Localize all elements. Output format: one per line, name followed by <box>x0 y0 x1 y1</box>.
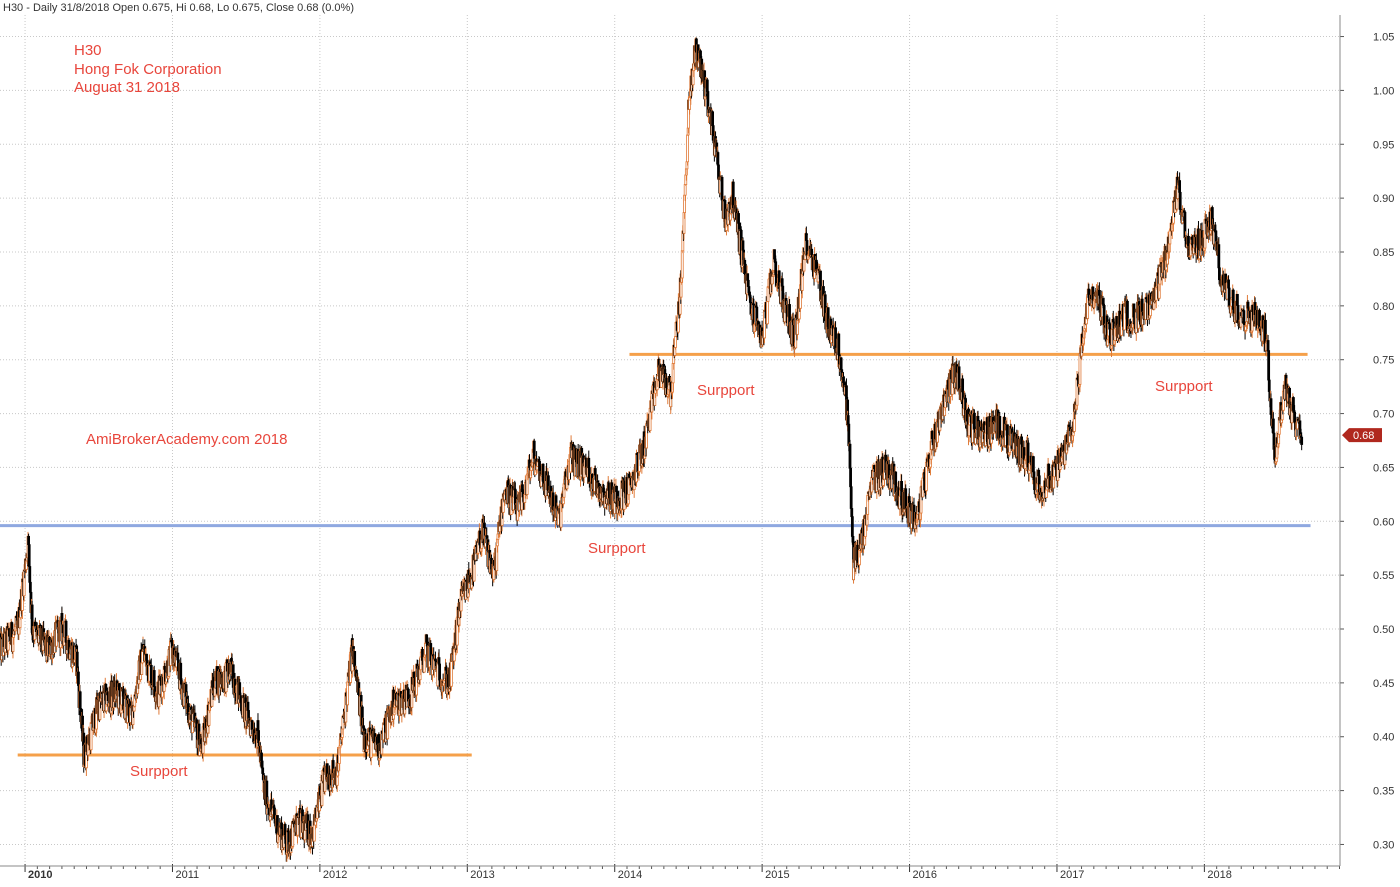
y-axis: 0.30 0.35 0.40 0.45 0.50 0.55 0.60 0.65 0.70 0.75… <box>1339 15 1394 866</box>
candle-body <box>392 714 395 720</box>
y-tick-label: 1.05 <box>1373 32 1394 44</box>
y-tick-label: 0.40 <box>1373 732 1394 744</box>
y-tick-label: 0.30 <box>1373 839 1394 851</box>
x-tick-label: 2012 <box>323 869 347 881</box>
candle-body <box>1044 489 1048 498</box>
y-tick-label: 0.85 <box>1373 247 1394 259</box>
candle-body <box>683 184 687 196</box>
candle-body <box>260 752 263 762</box>
chart-header: H30 - Daily 31/8/2018 Open 0.675, Hi 0.6… <box>3 2 354 14</box>
x-tick-label: 2014 <box>618 869 642 881</box>
candle-body <box>766 301 769 325</box>
y-tick-label: 0.50 <box>1373 624 1394 636</box>
candle-body <box>837 333 841 356</box>
last-price-label: 0.68 <box>1353 430 1374 442</box>
candle-body <box>686 134 689 163</box>
y-tick-label: 1.00 <box>1373 85 1394 97</box>
y-tick-label: 0.55 <box>1373 570 1394 582</box>
y-tick-label: 0.70 <box>1373 409 1394 421</box>
candle-body <box>1246 301 1250 309</box>
company-annotation: Hong Fok Corporation <box>74 61 222 78</box>
candle-body <box>1227 287 1231 308</box>
candle-body <box>680 250 684 279</box>
candle-body <box>1300 437 1304 445</box>
candle-body <box>743 259 747 265</box>
candle-body <box>27 535 30 546</box>
candle-body <box>140 662 144 675</box>
candle-body <box>28 581 32 593</box>
last-price-badge: 0.68 <box>1342 428 1382 443</box>
candle-body <box>191 720 194 734</box>
candlestick-series <box>0 37 1304 862</box>
ticker-annotation: H30 <box>74 42 102 59</box>
grid-lines <box>0 15 1340 866</box>
candle-body <box>213 687 217 697</box>
x-tick-label: 2016 <box>913 869 937 881</box>
candle-body <box>851 536 855 543</box>
y-tick-label: 0.90 <box>1373 193 1394 205</box>
watermark-annotation: AmiBrokerAcademy.com 2018 <box>86 431 287 448</box>
y-tick-label: 0.80 <box>1373 301 1394 313</box>
y-tick-label: 0.45 <box>1373 678 1394 690</box>
candle-body <box>27 544 31 567</box>
candle-body <box>28 566 32 583</box>
candle-body <box>705 79 709 92</box>
candle-body <box>848 443 852 469</box>
x-tick-label: 2011 <box>175 869 199 881</box>
support-label-2010: Surpport <box>130 763 188 780</box>
candle-body <box>957 366 961 390</box>
candle-body <box>145 653 148 661</box>
x-tick-label: 2013 <box>470 869 494 881</box>
y-tick-label: 0.60 <box>1373 516 1394 528</box>
date-annotation: Auguat 31 2018 <box>74 79 180 96</box>
y-tick-label: 0.95 <box>1373 139 1394 151</box>
support-lines <box>0 352 1311 757</box>
y-tick-label: 0.35 <box>1373 786 1394 798</box>
candle-body <box>967 424 971 437</box>
support-label-2015: Surpport <box>697 382 755 399</box>
candle-body <box>674 336 677 348</box>
y-tick-label: 0.75 <box>1373 355 1394 367</box>
x-tick-label: 2018 <box>1207 869 1231 881</box>
support-label-2017: Surpport <box>1155 378 1213 395</box>
candle-body <box>720 176 724 201</box>
x-axis: 2010 2011 2012 2013 2014 2015 2016 2017 2018 <box>0 864 1341 881</box>
candle-body <box>256 720 260 731</box>
y-tick-label: 0.65 <box>1373 462 1394 474</box>
candle-body <box>737 213 740 224</box>
support-label-2014: Surpport <box>588 540 646 557</box>
candle-body <box>766 286 770 302</box>
x-tick-label: 2017 <box>1060 869 1084 881</box>
x-tick-label: 2010 <box>28 869 52 881</box>
candle-body <box>1235 293 1239 306</box>
candle-body <box>1266 340 1270 351</box>
candle-body <box>283 824 287 836</box>
x-tick-label: 2015 <box>765 869 789 881</box>
